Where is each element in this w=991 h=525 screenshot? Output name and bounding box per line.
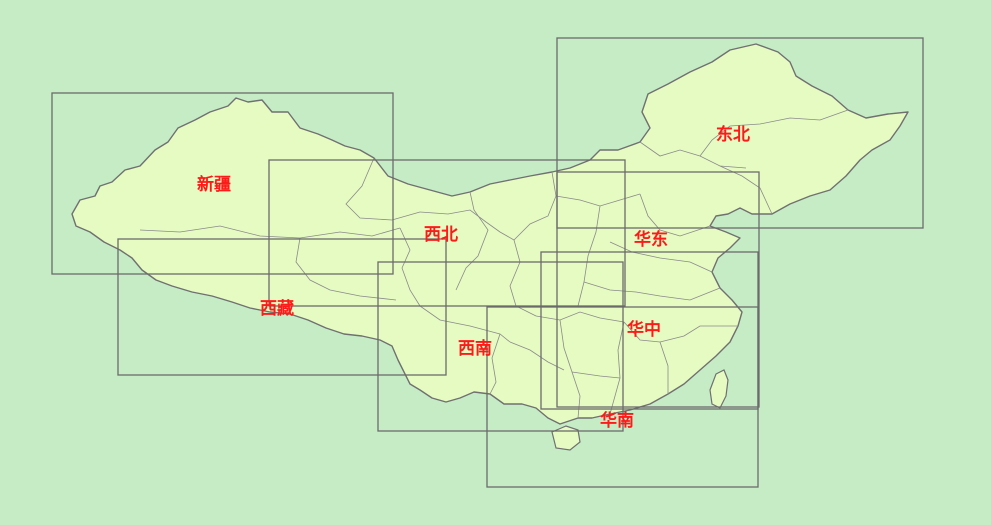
frame-xizang [117, 238, 447, 376]
frame-huadong [556, 171, 760, 408]
label-xibei: 西北 [424, 225, 458, 245]
frame-xinjiang [51, 92, 394, 275]
region-frames [51, 37, 924, 488]
frame-xibei [268, 159, 626, 307]
label-dongbei: 东北 [716, 124, 750, 145]
taiwan-island [709, 369, 729, 409]
mainland-outline [71, 43, 909, 425]
label-huadong: 华东 [634, 229, 668, 250]
label-xinjiang: 新疆 [197, 174, 231, 195]
hainan-island [551, 425, 581, 451]
label-huazhong: 华中 [627, 319, 661, 340]
region-labels: 东北 新疆 西北 华东 西藏 华中 西南 华南 [197, 124, 750, 431]
label-xinan: 西南 [458, 338, 492, 359]
frame-xinan [377, 261, 624, 432]
label-huanan: 华南 [600, 410, 634, 431]
province-boundaries [139, 109, 849, 419]
label-xizang: 西藏 [260, 299, 294, 319]
frame-dongbei [556, 37, 924, 229]
frame-huanan [486, 306, 759, 488]
